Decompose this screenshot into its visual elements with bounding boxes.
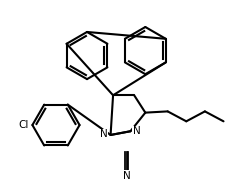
Text: Cl: Cl xyxy=(18,120,29,130)
Text: N: N xyxy=(133,126,141,136)
Text: N: N xyxy=(100,130,108,140)
Text: N: N xyxy=(123,171,131,181)
